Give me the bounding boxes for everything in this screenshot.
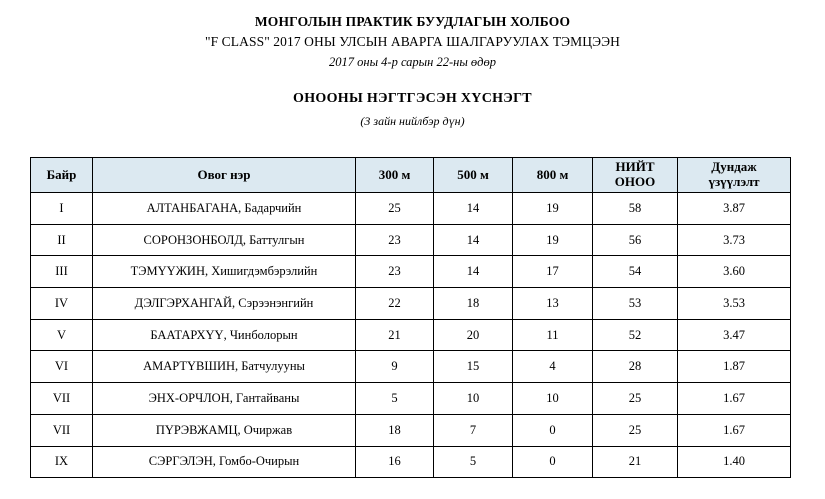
table-row: VII ПҮРЭВЖАМЦ, Очиржав 18 7 0 25 1.67 xyxy=(30,413,791,447)
cell-300m: 23 xyxy=(355,255,434,289)
cell-rank: V xyxy=(30,318,93,352)
cell-average: 1.67 xyxy=(677,382,791,415)
cell-rank: VII xyxy=(30,413,93,447)
cell-800m: 19 xyxy=(512,223,593,257)
cell-rank: VI xyxy=(30,350,93,384)
cell-500m: 14 xyxy=(433,192,513,225)
cell-800m: 0 xyxy=(512,445,593,479)
cell-total-score: 52 xyxy=(592,318,678,352)
cell-800m: 17 xyxy=(512,255,593,289)
table-row: III ТЭМҮҮЖИН, Хишигдэмбэрэлийн 23 14 17 54 3.6… xyxy=(30,255,791,289)
table-row: V БААТАРХҮҮ, Чинболорын 21 20 11 52 3.47 xyxy=(30,318,791,352)
event-date: 2017 оны 4-р сарын 22-ны өдөр xyxy=(329,55,496,70)
cell-total-score: 54 xyxy=(592,255,678,289)
cell-name: СЭРГЭЛЭН, Гомбо-Очирын xyxy=(92,445,356,479)
column-header-average-line1: Дундаж xyxy=(711,159,757,175)
cell-total-score: 25 xyxy=(592,413,678,447)
cell-rank: II xyxy=(30,223,93,257)
cell-800m: 4 xyxy=(512,350,593,384)
cell-rank: I xyxy=(30,192,93,225)
cell-average: 3.73 xyxy=(677,223,791,257)
cell-rank: IX xyxy=(30,445,93,479)
column-header-800m: 800 м xyxy=(512,157,593,193)
cell-name: ТЭМҮҮЖИН, Хишигдэмбэрэлийн xyxy=(92,255,356,289)
cell-name: БААТАРХҮҮ, Чинболорын xyxy=(92,318,356,352)
cell-name: АЛТАНБАГАНА, Бадарчийн xyxy=(92,192,356,225)
cell-800m: 11 xyxy=(512,318,593,352)
organization-title: МОНГОЛЫН ПРАКТИК БУУДЛАГЫН ХОЛБОО xyxy=(254,14,571,29)
column-header-average-line2: үзүүлэлт xyxy=(708,174,760,189)
cell-500m: 18 xyxy=(433,287,513,320)
cell-average: 1.67 xyxy=(677,413,791,447)
cell-300m: 21 xyxy=(355,318,434,352)
event-title: "F CLASS" 2017 ОНЫ УЛСЫН АВАРГА ШАЛГАРУУ… xyxy=(204,33,621,49)
cell-average: 3.53 xyxy=(677,287,791,320)
cell-total-score: 25 xyxy=(592,382,678,415)
cell-300m: 22 xyxy=(355,287,434,320)
cell-800m: 19 xyxy=(512,192,593,225)
cell-500m: 15 xyxy=(433,350,513,384)
cell-300m: 18 xyxy=(355,413,434,447)
table-row: II СОРОНЗОНБОЛД, Баттулгын 23 14 19 56 3.73 xyxy=(30,223,791,257)
cell-total-score: 21 xyxy=(592,445,678,479)
cell-800m: 0 xyxy=(512,413,593,447)
cell-800m: 13 xyxy=(512,287,593,320)
column-header-total-score: НИЙТ ОНОО xyxy=(592,157,678,193)
cell-rank: III xyxy=(30,255,93,289)
cell-name: АМАРТҮВШИН, Батчулууны xyxy=(92,350,356,384)
document-heading: МОНГОЛЫН ПРАКТИК БУУДЛАГЫН ХОЛБОО "F CLA… xyxy=(0,0,825,130)
cell-800m: 10 xyxy=(512,382,593,415)
table-row: VII ЭНХ-ОРЧЛОН, Гантайваны 5 10 10 25 1.67 xyxy=(30,382,791,415)
cell-300m: 9 xyxy=(355,350,434,384)
cell-total-score: 28 xyxy=(592,350,678,384)
table-body: I АЛТАНБАГАНА, Бадарчийн 25 14 19 58 3.87 II СОР… xyxy=(30,192,791,479)
cell-total-score: 53 xyxy=(592,287,678,320)
cell-total-score: 58 xyxy=(592,192,678,225)
table-row: VI АМАРТҮВШИН, Батчулууны 9 15 4 28 1.87 xyxy=(30,350,791,384)
cell-500m: 14 xyxy=(433,255,513,289)
column-header-name: Овог нэр xyxy=(92,157,356,193)
cell-rank: VII xyxy=(30,382,93,415)
cell-average: 3.47 xyxy=(677,318,791,352)
cell-name: ЭНХ-ОРЧЛОН, Гантайваны xyxy=(92,382,356,415)
cell-500m: 20 xyxy=(433,318,513,352)
cell-average: 3.87 xyxy=(677,192,791,225)
cell-name: ДЭЛГЭРХАНГАЙ, Сэрээнэнгийн xyxy=(92,287,356,320)
cell-500m: 14 xyxy=(433,223,513,257)
table-header: Байр Овог нэр 300 м 500 м 800 м НИЙТ ОНО… xyxy=(30,157,791,193)
column-header-500m: 500 м xyxy=(433,157,513,193)
table-row: IV ДЭЛГЭРХАНГАЙ, Сэрээнэнгийн 22 18 13 53 3.53 xyxy=(30,287,791,320)
cell-300m: 25 xyxy=(355,192,434,225)
score-table-container: Байр Овог нэр 300 м 500 м 800 м НИЙТ ОНО… xyxy=(30,157,791,479)
cell-total-score: 56 xyxy=(592,223,678,257)
column-header-total-line1: НИЙТ xyxy=(615,159,655,175)
cell-average: 1.87 xyxy=(677,350,791,384)
score-table: Байр Овог нэр 300 м 500 м 800 м НИЙТ ОНО… xyxy=(30,157,791,479)
cell-name: СОРОНЗОНБОЛД, Баттулгын xyxy=(92,223,356,257)
column-header-average: Дундаж үзүүлэлт xyxy=(677,157,791,193)
cell-average: 1.40 xyxy=(677,445,791,479)
column-header-total-line2: ОНОО xyxy=(614,174,656,189)
cell-300m: 23 xyxy=(355,223,434,257)
cell-average: 3.60 xyxy=(677,255,791,289)
table-header-row: Байр Овог нэр 300 м 500 м 800 м НИЙТ ОНО… xyxy=(30,157,791,193)
cell-300m: 16 xyxy=(355,445,434,479)
cell-500m: 7 xyxy=(433,413,513,447)
cell-name: ПҮРЭВЖАМЦ, Очиржав xyxy=(92,413,356,447)
cell-300m: 5 xyxy=(355,382,434,415)
column-header-rank: Байр xyxy=(30,157,93,193)
section-note: (3 зайн нийлбэр дүн) xyxy=(360,114,465,129)
table-row: I АЛТАНБАГАНА, Бадарчийн 25 14 19 58 3.87 xyxy=(30,192,791,225)
cell-500m: 10 xyxy=(433,382,513,415)
cell-500m: 5 xyxy=(433,445,513,479)
column-header-300m: 300 м xyxy=(355,157,434,193)
cell-rank: IV xyxy=(30,287,93,320)
table-row: IX СЭРГЭЛЭН, Гомбо-Очирын 16 5 0 21 1.40 xyxy=(30,445,791,479)
section-title: ОНООНЫ НЭГТГЭСЭН ХҮСНЭГТ xyxy=(293,91,532,107)
